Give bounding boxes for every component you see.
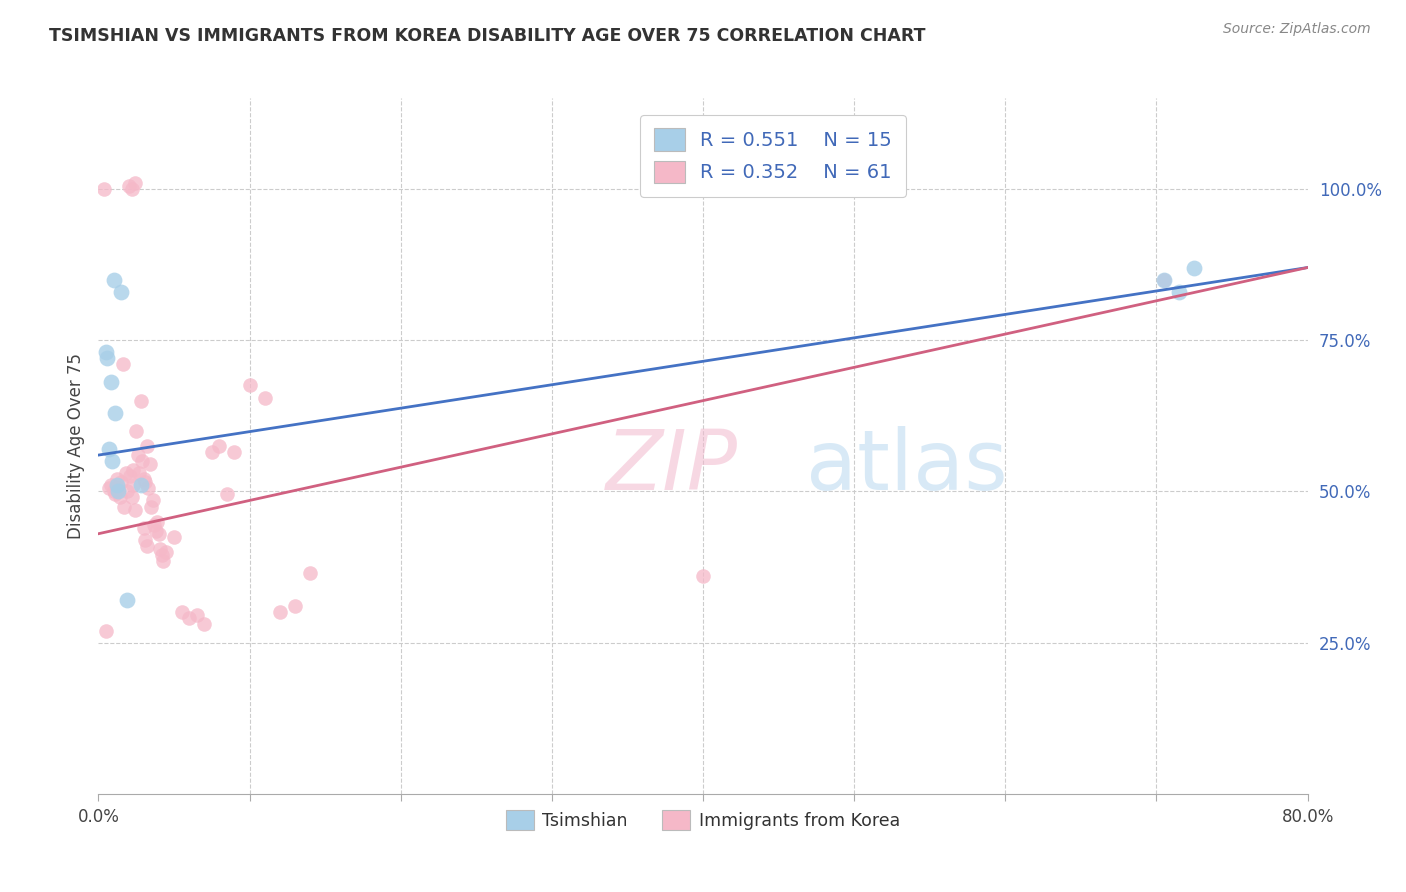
Point [1153, 272, 1175, 286]
Point [108, 491, 131, 505]
Point [112, 500, 135, 514]
Point [150, 548, 173, 562]
Point [129, 478, 152, 492]
Point [215, 487, 238, 501]
Point [170, 606, 193, 620]
Point [143, 517, 166, 532]
Point [105, 478, 128, 492]
Point [132, 472, 155, 486]
Point [122, 463, 145, 477]
Point [142, 493, 165, 508]
Text: ZIP: ZIP [606, 426, 738, 508]
Point [104, 487, 127, 501]
Point [134, 533, 156, 547]
Point [152, 554, 174, 568]
Point [115, 484, 138, 499]
Point [239, 378, 262, 392]
Point [131, 454, 153, 468]
Point [208, 439, 231, 453]
Text: atlas: atlas [806, 426, 1008, 508]
Text: Source: ZipAtlas.com: Source: ZipAtlas.com [1223, 22, 1371, 37]
Point [179, 611, 201, 625]
Point [94, 345, 117, 359]
Point [1182, 260, 1205, 275]
Point [1153, 272, 1175, 286]
Point [141, 500, 163, 514]
Point [299, 566, 322, 580]
Point [224, 445, 246, 459]
Point [127, 448, 149, 462]
Y-axis label: Disability Age Over 75: Disability Age Over 75 [66, 353, 84, 539]
Point [128, 467, 150, 481]
Point [115, 593, 138, 607]
Point [201, 445, 224, 459]
Point [98, 481, 121, 495]
Point [269, 606, 291, 620]
Point [98, 442, 121, 456]
Point [146, 515, 169, 529]
Point [96, 351, 118, 366]
Point [101, 454, 124, 468]
Point [118, 178, 141, 193]
Point [105, 472, 128, 486]
Point [124, 502, 146, 516]
Point [100, 376, 122, 390]
Point [129, 393, 152, 408]
Point [692, 569, 714, 583]
Point [135, 539, 157, 553]
Point [107, 484, 129, 499]
Point [103, 484, 125, 499]
Point [111, 357, 134, 371]
Point [125, 424, 148, 438]
Point [253, 391, 276, 405]
Point [93, 182, 115, 196]
Point [132, 521, 155, 535]
Point [284, 599, 307, 614]
Point [186, 608, 208, 623]
Point [193, 617, 215, 632]
Text: TSIMSHIAN VS IMMIGRANTS FROM KOREA DISABILITY AGE OVER 75 CORRELATION CHART: TSIMSHIAN VS IMMIGRANTS FROM KOREA DISAB… [49, 27, 925, 45]
Point [120, 469, 142, 483]
Point [107, 481, 129, 495]
Point [124, 176, 146, 190]
Point [134, 475, 156, 490]
Point [149, 541, 172, 556]
Point [155, 545, 177, 559]
Point [1168, 285, 1191, 299]
Point [104, 406, 127, 420]
Point [148, 526, 170, 541]
Point [103, 272, 125, 286]
Point [94, 624, 117, 638]
Point [110, 285, 132, 299]
Point [100, 478, 122, 492]
Point [163, 530, 186, 544]
Legend: Tsimshian, Immigrants from Korea: Tsimshian, Immigrants from Korea [499, 804, 907, 838]
Point [110, 475, 132, 490]
Point [122, 478, 145, 492]
Point [135, 439, 157, 453]
Point [114, 467, 136, 481]
Point [121, 491, 143, 505]
Point [145, 524, 167, 538]
Point [139, 457, 162, 471]
Point [136, 481, 159, 495]
Point [121, 182, 143, 196]
